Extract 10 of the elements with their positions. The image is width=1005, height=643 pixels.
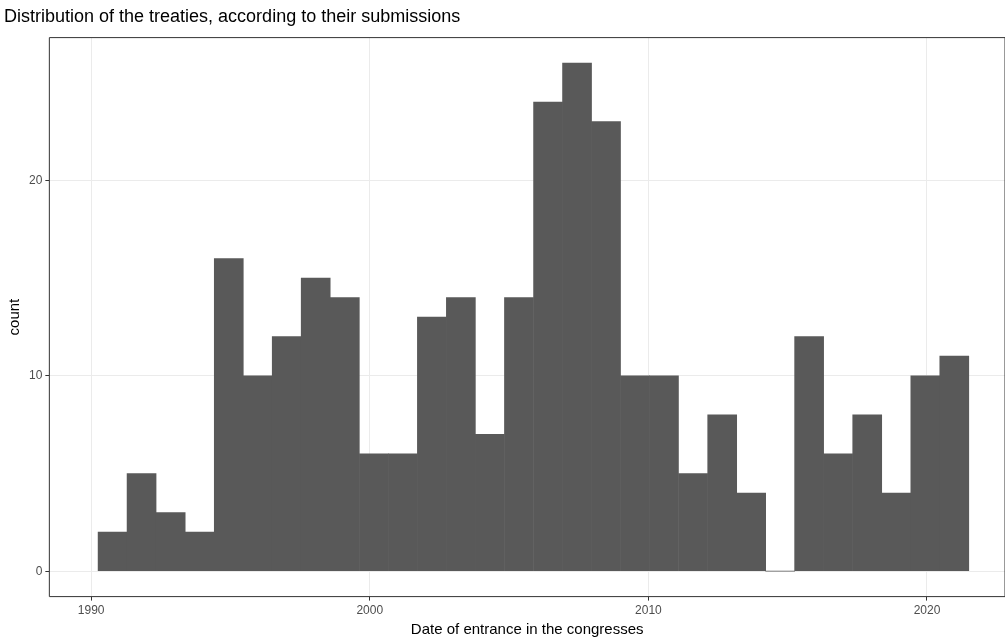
- x-tick-label: 2010: [635, 603, 663, 618]
- y-axis-title: count: [5, 297, 23, 336]
- chart-title: Distribution of the treaties, according to their submissions: [4, 5, 461, 26]
- y-tick-label: 10: [28, 368, 43, 383]
- y-tick-label: 0: [35, 563, 43, 578]
- x-axis-title: Date of entrance in the congresses: [410, 620, 644, 638]
- x-tick-label: 1990: [77, 603, 105, 618]
- y-tick-label: 20: [28, 172, 43, 187]
- x-tick-label: 2020: [913, 603, 941, 618]
- x-tick-label: 2000: [356, 603, 384, 618]
